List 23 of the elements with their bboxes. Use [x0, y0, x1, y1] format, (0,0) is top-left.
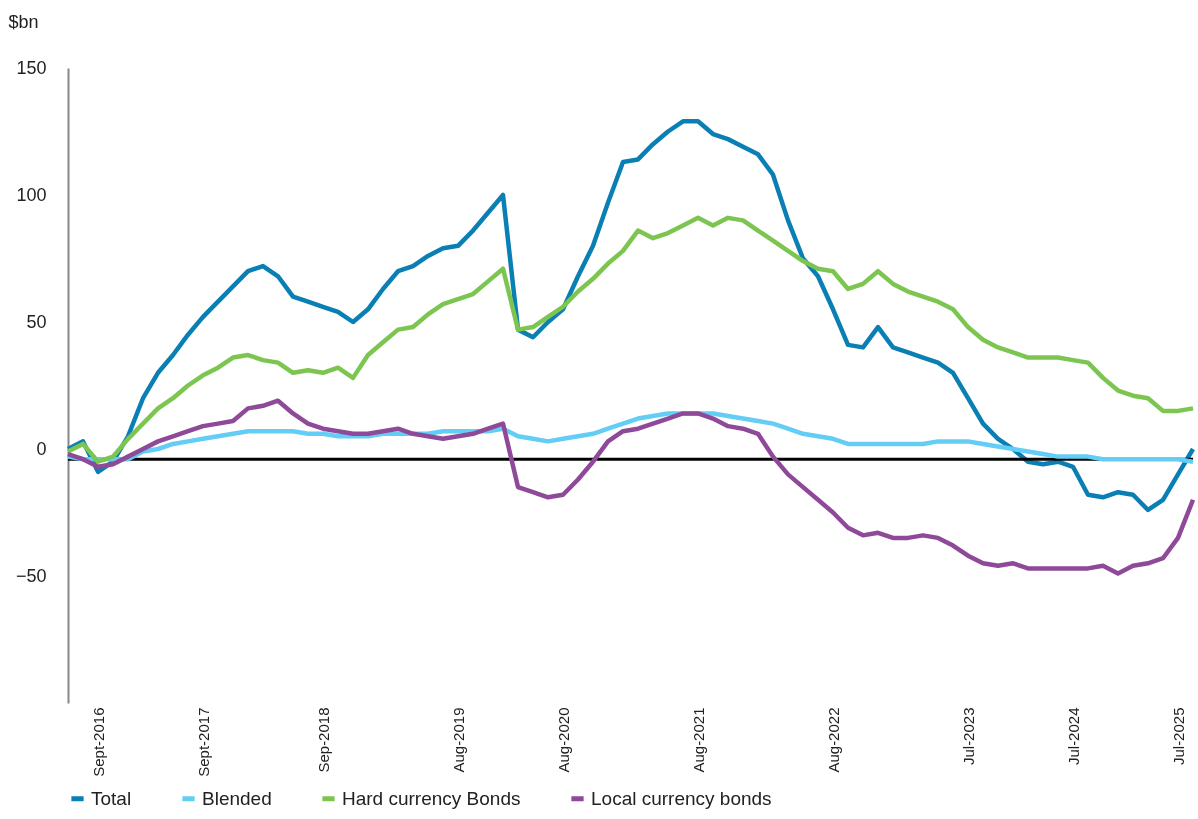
- y-tick-label: 50: [26, 311, 47, 332]
- y-axis-title: $bn: [8, 11, 39, 32]
- x-tick-label: Aug-2019: [449, 707, 467, 773]
- x-tick-label: Jul-2024: [1064, 707, 1082, 766]
- legend-label: Blended: [202, 787, 272, 809]
- y-tick-label: −50: [15, 565, 47, 586]
- legend-label: Total: [91, 787, 132, 809]
- x-tick-label: Sept-2016: [89, 707, 107, 777]
- x-tick-label: Aug-2022: [824, 707, 842, 773]
- line-series: [65, 215, 1196, 464]
- x-tick-label: Aug-2021: [689, 707, 707, 773]
- x-tick-label: Aug-2020: [554, 707, 572, 773]
- x-tick-label: Sept-2017: [194, 707, 212, 777]
- y-tick-label: 0: [36, 438, 47, 459]
- x-tick-label: Sep-2018: [314, 707, 332, 773]
- legend-label: Hard currency Bonds: [342, 787, 521, 809]
- y-tick-label: 100: [16, 184, 47, 205]
- y-tick-label: 150: [16, 57, 47, 78]
- line-series: [65, 119, 1196, 513]
- x-tick-label: Jul-2023: [959, 707, 977, 766]
- line-series: [65, 398, 1196, 576]
- legend-label: Local currency bonds: [591, 787, 772, 809]
- x-tick-label: Jul-2025: [1169, 707, 1187, 766]
